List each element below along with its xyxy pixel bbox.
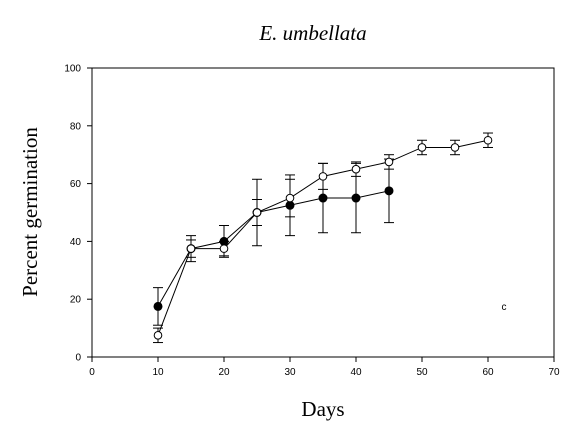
x-tick-label: 20 bbox=[218, 367, 230, 378]
x-tick-label: 70 bbox=[548, 367, 560, 378]
x-tick-label: 10 bbox=[152, 367, 164, 378]
data-point bbox=[384, 157, 394, 167]
chart-title: E. umbellata bbox=[258, 21, 366, 45]
data-point bbox=[219, 244, 229, 253]
x-tick-label: 50 bbox=[416, 367, 428, 378]
data-point bbox=[186, 244, 196, 253]
data-point bbox=[384, 186, 394, 196]
y-tick-label: 80 bbox=[70, 121, 82, 132]
series-layer bbox=[153, 132, 493, 344]
panel-annotation: c bbox=[502, 302, 507, 313]
data-point bbox=[318, 193, 328, 203]
y-tick-label: 20 bbox=[70, 295, 82, 306]
data-point bbox=[153, 331, 163, 340]
series-line bbox=[157, 190, 390, 307]
data-point bbox=[285, 193, 295, 203]
x-tick-label: 60 bbox=[482, 367, 494, 378]
data-point bbox=[483, 135, 493, 145]
y-tick-label: 100 bbox=[64, 64, 81, 75]
x-tick-label: 40 bbox=[350, 367, 362, 378]
y-tick-label: 40 bbox=[70, 237, 82, 248]
x-axis-label: Days bbox=[301, 397, 344, 421]
series-2 bbox=[153, 132, 493, 344]
x-tick-label: 0 bbox=[89, 367, 95, 378]
series-1 bbox=[153, 158, 394, 326]
y-tick-label: 0 bbox=[75, 353, 81, 364]
axes-layer: 0 10 20 30 40 50 60 70 0 20 40 60 80 100 bbox=[64, 64, 560, 379]
data-point bbox=[351, 164, 361, 174]
data-point bbox=[318, 172, 328, 181]
x-tick-label: 30 bbox=[284, 367, 296, 378]
plot-frame bbox=[91, 67, 555, 358]
y-tick-label: 60 bbox=[70, 179, 82, 190]
data-point bbox=[153, 301, 163, 311]
data-point bbox=[252, 208, 262, 217]
data-point bbox=[450, 143, 460, 152]
data-point bbox=[417, 143, 427, 152]
y-axis-label: Percent germination bbox=[18, 127, 42, 297]
data-point bbox=[351, 193, 361, 203]
